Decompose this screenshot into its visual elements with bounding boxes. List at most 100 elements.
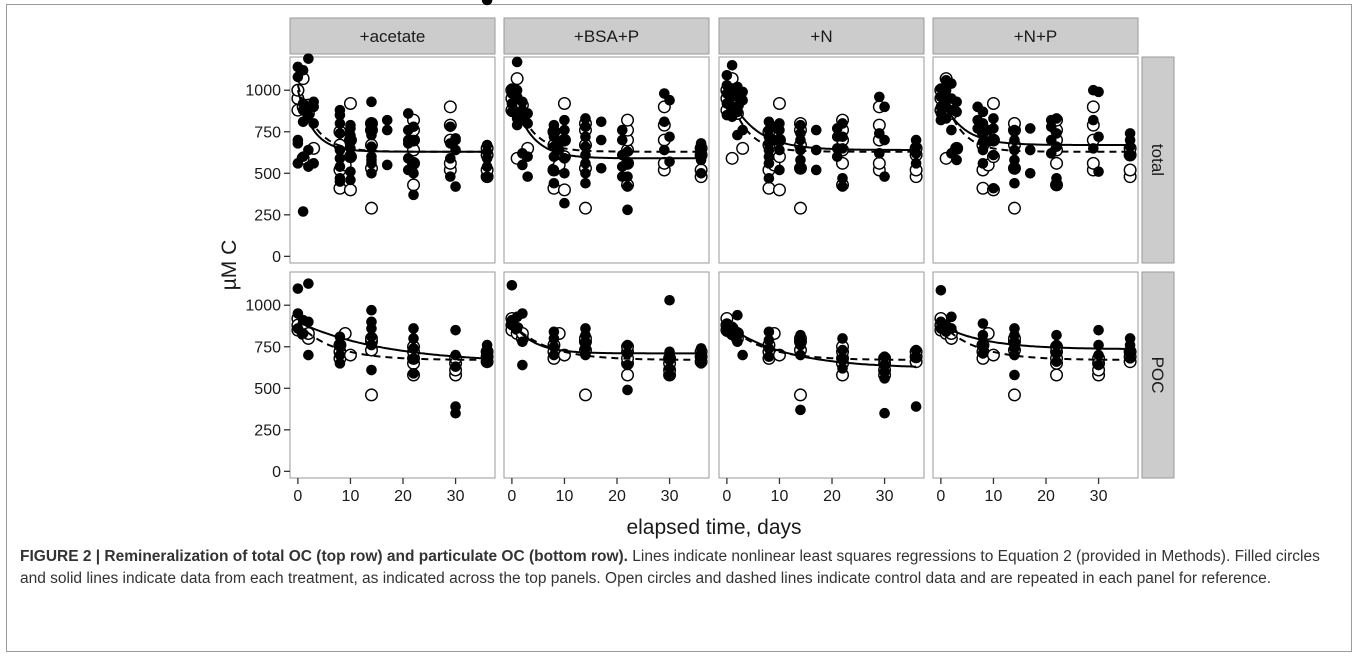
row-strip-0: [1141, 56, 1175, 264]
treatment-point: [297, 206, 309, 217]
treatment-point: [450, 324, 461, 336]
treatment-point: [837, 344, 848, 356]
treatment-point: [988, 134, 999, 146]
treatment-point: [737, 86, 748, 98]
figure-caption: FIGURE 2 | Remineralization of total OC …: [20, 546, 1340, 590]
treatment-point: [345, 151, 356, 162]
treatment-point: [334, 339, 346, 351]
treatment-point: [1093, 359, 1104, 371]
treatment-point: [810, 124, 822, 136]
row-strip-label: total: [1148, 144, 1167, 176]
treatment-point: [763, 172, 775, 184]
panel-frame: [289, 271, 496, 479]
treatment-point: [977, 158, 989, 169]
treatment-point: [580, 177, 591, 189]
treatment-point: [366, 304, 377, 316]
treatment-point: [837, 333, 848, 344]
control-point: [793, 388, 807, 402]
treatment-point: [810, 144, 822, 156]
treatment-point: [988, 182, 999, 194]
treatment-point: [517, 359, 528, 371]
treatment-point: [303, 144, 314, 156]
control-point: [578, 388, 592, 402]
treatment-point: [795, 119, 806, 131]
control-point: [510, 72, 524, 86]
treatment-point: [951, 143, 962, 154]
treatment-point: [622, 181, 633, 192]
treatment-point: [774, 124, 785, 136]
treatment-point: [334, 349, 346, 361]
treatment-point: [795, 134, 806, 146]
control-point: [1086, 100, 1100, 114]
treatment-point: [837, 363, 848, 374]
treatment-point: [732, 309, 743, 321]
facet-strip-label: +BSA+P: [574, 27, 639, 46]
treatment-point: [345, 174, 356, 186]
control-point: [986, 97, 1000, 111]
treatment-point: [450, 407, 461, 419]
treatment-point: [595, 163, 607, 174]
x-tick-label: 0: [936, 488, 945, 505]
control-point: [364, 201, 378, 215]
treatment-point: [1124, 353, 1136, 364]
x-tick-label: 20: [608, 488, 626, 505]
treatment-point: [1093, 324, 1104, 336]
treatment-point: [580, 121, 591, 133]
treatment-point: [616, 134, 628, 146]
treatment-point: [737, 349, 748, 361]
treatment-point: [481, 161, 493, 172]
treatment-point: [303, 278, 314, 289]
treatment-point: [1009, 369, 1020, 381]
treatment-fit-line: [725, 89, 917, 151]
treatment-point: [1051, 113, 1062, 124]
facet-strip-3: [932, 17, 1139, 55]
treatment-point: [946, 124, 957, 136]
treatment-point: [297, 328, 309, 339]
treatment-point: [408, 189, 419, 201]
panel-frame: [289, 56, 496, 264]
control-point: [772, 97, 786, 111]
treatment-point: [580, 167, 591, 179]
treatment-point: [721, 69, 733, 81]
control-point: [1007, 388, 1021, 402]
treatment-point: [622, 171, 633, 182]
treatment-point: [292, 283, 304, 294]
control-point: [343, 183, 357, 197]
treatment-point: [334, 176, 346, 187]
x-tick-label: 30: [447, 488, 465, 505]
facet-strip-0: [289, 17, 496, 55]
treatment-point: [334, 153, 346, 164]
treatment-point: [381, 124, 393, 136]
treatment-point: [795, 163, 806, 174]
control-fit-line: [940, 322, 1131, 361]
control-point: [1050, 156, 1064, 170]
treatment-point: [664, 353, 675, 364]
treatment-point: [763, 326, 775, 338]
treatment-point: [977, 318, 989, 329]
control-point: [621, 113, 635, 127]
treatment-point: [334, 161, 346, 172]
treatment-point: [810, 164, 822, 176]
treatment-point: [580, 141, 591, 153]
x-tick-label: 0: [293, 488, 302, 505]
figure-frame: [6, 4, 1352, 652]
faceted-scatter-chart: +acetate +BSA+P +N +N+P total POC 0 250 500 750 10…: [218, 0, 1175, 539]
treatment-point: [1009, 163, 1020, 174]
treatment-point: [522, 151, 533, 162]
treatment-point: [522, 108, 533, 119]
y-tick-label: 500: [254, 381, 281, 398]
x-tick-label: 20: [823, 488, 841, 505]
facet-strip-label: +N: [810, 27, 832, 46]
control-fit-line: [297, 322, 488, 361]
treatment-point: [874, 91, 885, 103]
y-tick-label: 750: [254, 124, 281, 141]
treatment-point: [1051, 128, 1062, 139]
x-tick-label: 10: [771, 488, 789, 505]
treatment-point: [297, 64, 309, 76]
x-tick-label: 30: [876, 488, 894, 505]
treatment-point: [1009, 349, 1020, 361]
treatment-point: [737, 124, 748, 136]
treatment-point: [774, 144, 785, 156]
treatment-point: [445, 121, 456, 133]
y-tick-label: 250: [254, 422, 281, 439]
